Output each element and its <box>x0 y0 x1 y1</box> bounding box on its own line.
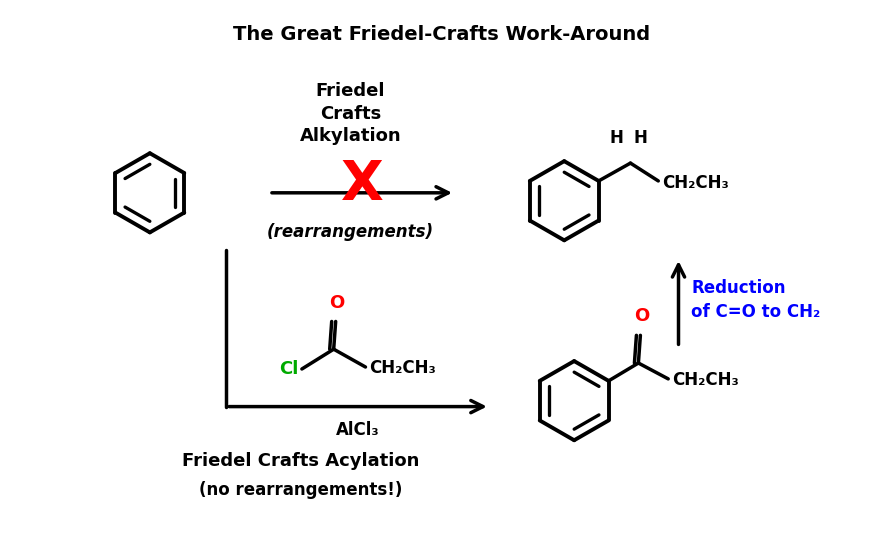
Text: Reduction
of C=O to CH₂: Reduction of C=O to CH₂ <box>691 279 820 320</box>
Text: O: O <box>634 307 649 325</box>
Text: H: H <box>610 130 623 147</box>
Text: (rearrangements): (rearrangements) <box>267 223 434 241</box>
Text: Friedel Crafts Acylation: Friedel Crafts Acylation <box>182 452 420 470</box>
Text: CH₂CH₃: CH₂CH₃ <box>370 359 436 377</box>
Text: CH₂CH₃: CH₂CH₃ <box>672 371 739 389</box>
Text: CH₂CH₃: CH₂CH₃ <box>662 174 729 192</box>
Text: (no rearrangements!): (no rearrangements!) <box>199 481 402 499</box>
Text: H: H <box>634 130 647 147</box>
Text: AlCl₃: AlCl₃ <box>336 421 380 440</box>
Text: The Great Friedel-Crafts Work-Around: The Great Friedel-Crafts Work-Around <box>233 24 651 43</box>
Text: Cl: Cl <box>279 360 299 378</box>
Text: O: O <box>329 294 344 312</box>
Text: X: X <box>340 158 384 212</box>
Text: Friedel
Crafts
Alkylation: Friedel Crafts Alkylation <box>300 82 401 145</box>
